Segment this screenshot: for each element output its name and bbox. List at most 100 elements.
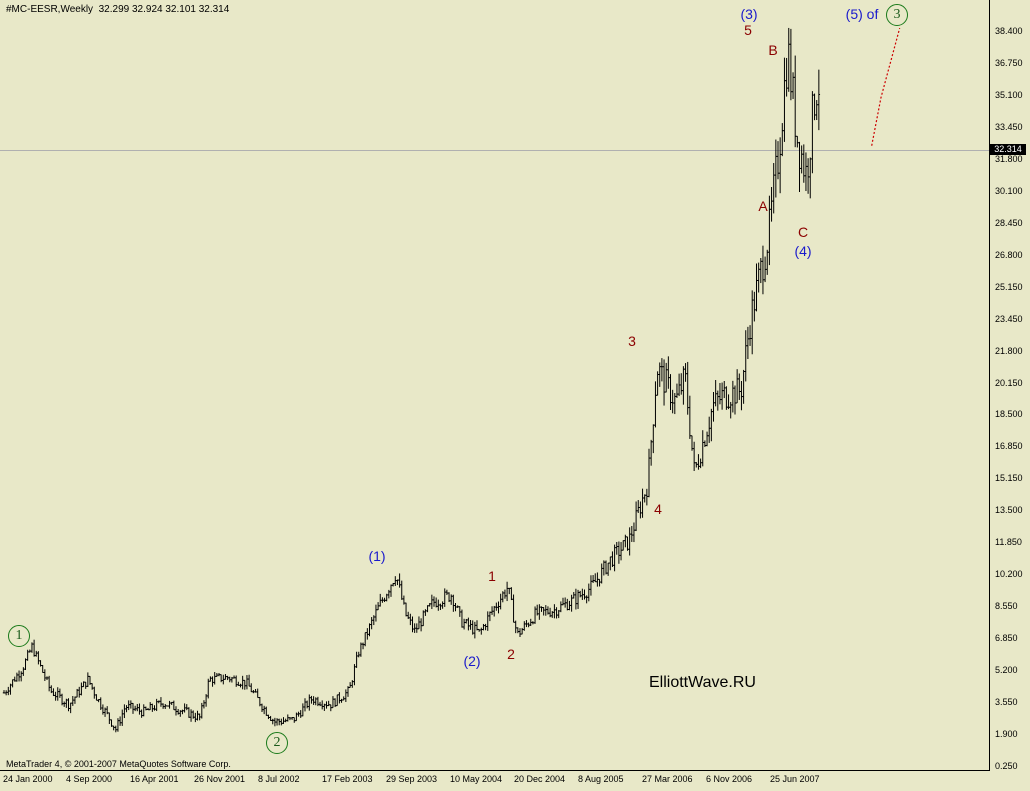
price-bar bbox=[183, 703, 186, 713]
price-bar bbox=[37, 651, 40, 665]
price-bar bbox=[28, 649, 31, 653]
price-bar bbox=[52, 688, 55, 697]
price-bar bbox=[523, 621, 526, 631]
price-bar bbox=[615, 542, 618, 555]
price-bar bbox=[400, 580, 403, 600]
price-bar bbox=[432, 596, 436, 607]
price-bar bbox=[703, 440, 707, 448]
wave-label: C bbox=[797, 224, 809, 240]
price-bar bbox=[133, 705, 137, 712]
price-bar bbox=[531, 621, 535, 625]
price-bar bbox=[116, 718, 120, 732]
price-bar bbox=[587, 583, 590, 602]
price-bar bbox=[140, 709, 143, 718]
price-bar bbox=[804, 152, 808, 192]
price-bar bbox=[308, 694, 311, 711]
x-tick-label: 4 Sep 2000 bbox=[66, 774, 113, 784]
price-bar bbox=[243, 679, 246, 690]
price-bar bbox=[557, 610, 560, 619]
price-bar bbox=[645, 488, 649, 506]
price-bar bbox=[215, 673, 219, 677]
price-bar bbox=[151, 703, 154, 712]
price-bar bbox=[465, 618, 468, 624]
price-bar bbox=[763, 256, 767, 283]
price-bar bbox=[256, 688, 259, 699]
price-bar bbox=[566, 598, 569, 611]
price-bar bbox=[568, 600, 571, 611]
price-bar bbox=[415, 623, 418, 633]
price-bar bbox=[559, 601, 563, 613]
price-bar bbox=[379, 593, 382, 607]
x-tick-label: 27 Mar 2006 bbox=[642, 774, 693, 784]
price-bar bbox=[391, 582, 395, 587]
price-bar bbox=[200, 702, 203, 719]
price-bar bbox=[228, 676, 231, 683]
wave-label: (3) bbox=[740, 6, 758, 22]
price-bar bbox=[789, 28, 793, 101]
price-bar bbox=[791, 72, 795, 99]
price-bar bbox=[490, 606, 494, 615]
price-bar bbox=[725, 386, 728, 410]
price-bar bbox=[144, 706, 148, 711]
price-bar bbox=[579, 590, 582, 598]
price-bar bbox=[333, 698, 337, 708]
price-bar bbox=[222, 674, 225, 685]
price-bar bbox=[815, 100, 818, 121]
price-bar bbox=[768, 195, 771, 266]
price-bar bbox=[430, 594, 434, 610]
price-bar bbox=[546, 606, 550, 615]
price-bar bbox=[250, 683, 253, 693]
price-bar bbox=[103, 707, 107, 717]
price-bar bbox=[194, 712, 197, 723]
price-bar bbox=[260, 703, 264, 713]
price-bar bbox=[761, 245, 765, 295]
price-bar bbox=[482, 623, 485, 631]
price-bar bbox=[757, 262, 760, 293]
price-bar bbox=[90, 683, 94, 690]
y-tick-label: 21.800 bbox=[995, 345, 1023, 356]
price-bar bbox=[211, 676, 214, 687]
price-bar bbox=[288, 717, 292, 721]
price-bar bbox=[606, 562, 610, 576]
price-bar bbox=[75, 688, 79, 698]
price-bar bbox=[361, 642, 365, 650]
price-bar bbox=[658, 362, 661, 387]
price-bar bbox=[649, 439, 653, 466]
price-bar bbox=[443, 588, 446, 607]
price-bar bbox=[280, 718, 283, 726]
price-bar bbox=[312, 696, 315, 705]
price-bar bbox=[585, 595, 588, 604]
price-bar bbox=[723, 381, 726, 399]
price-bar bbox=[273, 717, 277, 727]
price-bar bbox=[673, 393, 676, 415]
y-tick-label: 8.550 bbox=[995, 601, 1018, 612]
price-bar bbox=[753, 291, 756, 322]
price-bar bbox=[112, 725, 115, 731]
price-bar bbox=[413, 623, 416, 633]
price-bar bbox=[170, 701, 173, 705]
price-bar bbox=[146, 707, 150, 711]
price-bar bbox=[254, 689, 257, 693]
y-tick-label: 35.100 bbox=[995, 89, 1023, 100]
wave-label: 4 bbox=[654, 501, 662, 517]
price-bar bbox=[746, 326, 750, 360]
price-bar bbox=[82, 681, 85, 688]
price-bar bbox=[282, 717, 285, 724]
price-bar bbox=[497, 601, 500, 614]
price-bar bbox=[809, 157, 812, 199]
price-bar bbox=[166, 705, 169, 707]
y-tick-label: 23.450 bbox=[995, 313, 1023, 324]
price-bar bbox=[4, 690, 8, 696]
price-bar bbox=[445, 589, 449, 596]
price-bar bbox=[630, 525, 633, 542]
price-bar bbox=[278, 718, 281, 726]
price-bar bbox=[572, 592, 575, 599]
price-bar bbox=[600, 563, 603, 584]
price-bar bbox=[538, 604, 541, 620]
price-bar bbox=[581, 588, 584, 600]
price-bar bbox=[368, 623, 371, 637]
price-bar bbox=[434, 597, 438, 608]
price-bar bbox=[110, 719, 113, 727]
price-bar bbox=[731, 380, 735, 413]
